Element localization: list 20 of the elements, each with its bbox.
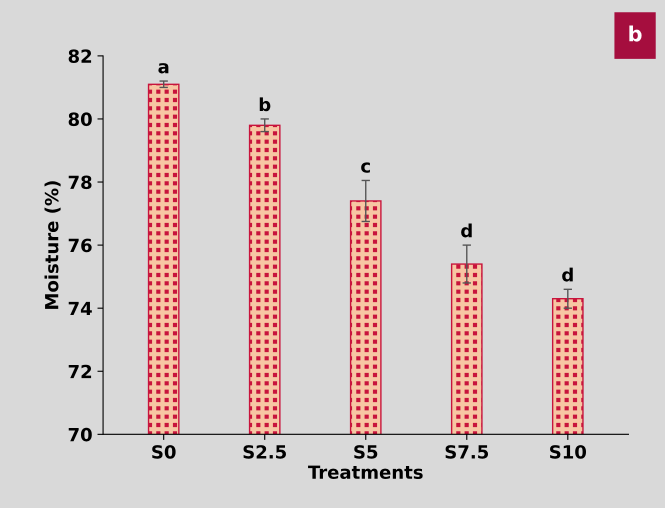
y-tick-label: 76	[68, 238, 92, 252]
annotation: d	[461, 223, 472, 238]
x-tick-label: S5	[354, 445, 378, 459]
x-tick-label: S2.5	[244, 445, 286, 459]
y-tick-label: 80	[68, 112, 92, 126]
annotation: b	[260, 97, 270, 112]
y-tick-label: 78	[68, 175, 92, 190]
y-tick-label: 70	[68, 428, 92, 442]
x-tick-label: S0	[152, 445, 176, 459]
x-tick-label: S10	[550, 445, 586, 459]
annotation: c	[361, 162, 370, 173]
y-axis-title: Moisture (%)	[44, 181, 61, 309]
annotation: d	[562, 268, 573, 282]
y-tick-label: 72	[68, 364, 92, 378]
annotation: a	[158, 63, 168, 74]
x-tick-label: S7.5	[446, 445, 488, 459]
x-axis-title: Treatments	[308, 466, 423, 479]
y-tick-label: 74	[68, 302, 92, 316]
y-tick-label: 82	[68, 49, 92, 63]
text: b	[629, 25, 642, 42]
